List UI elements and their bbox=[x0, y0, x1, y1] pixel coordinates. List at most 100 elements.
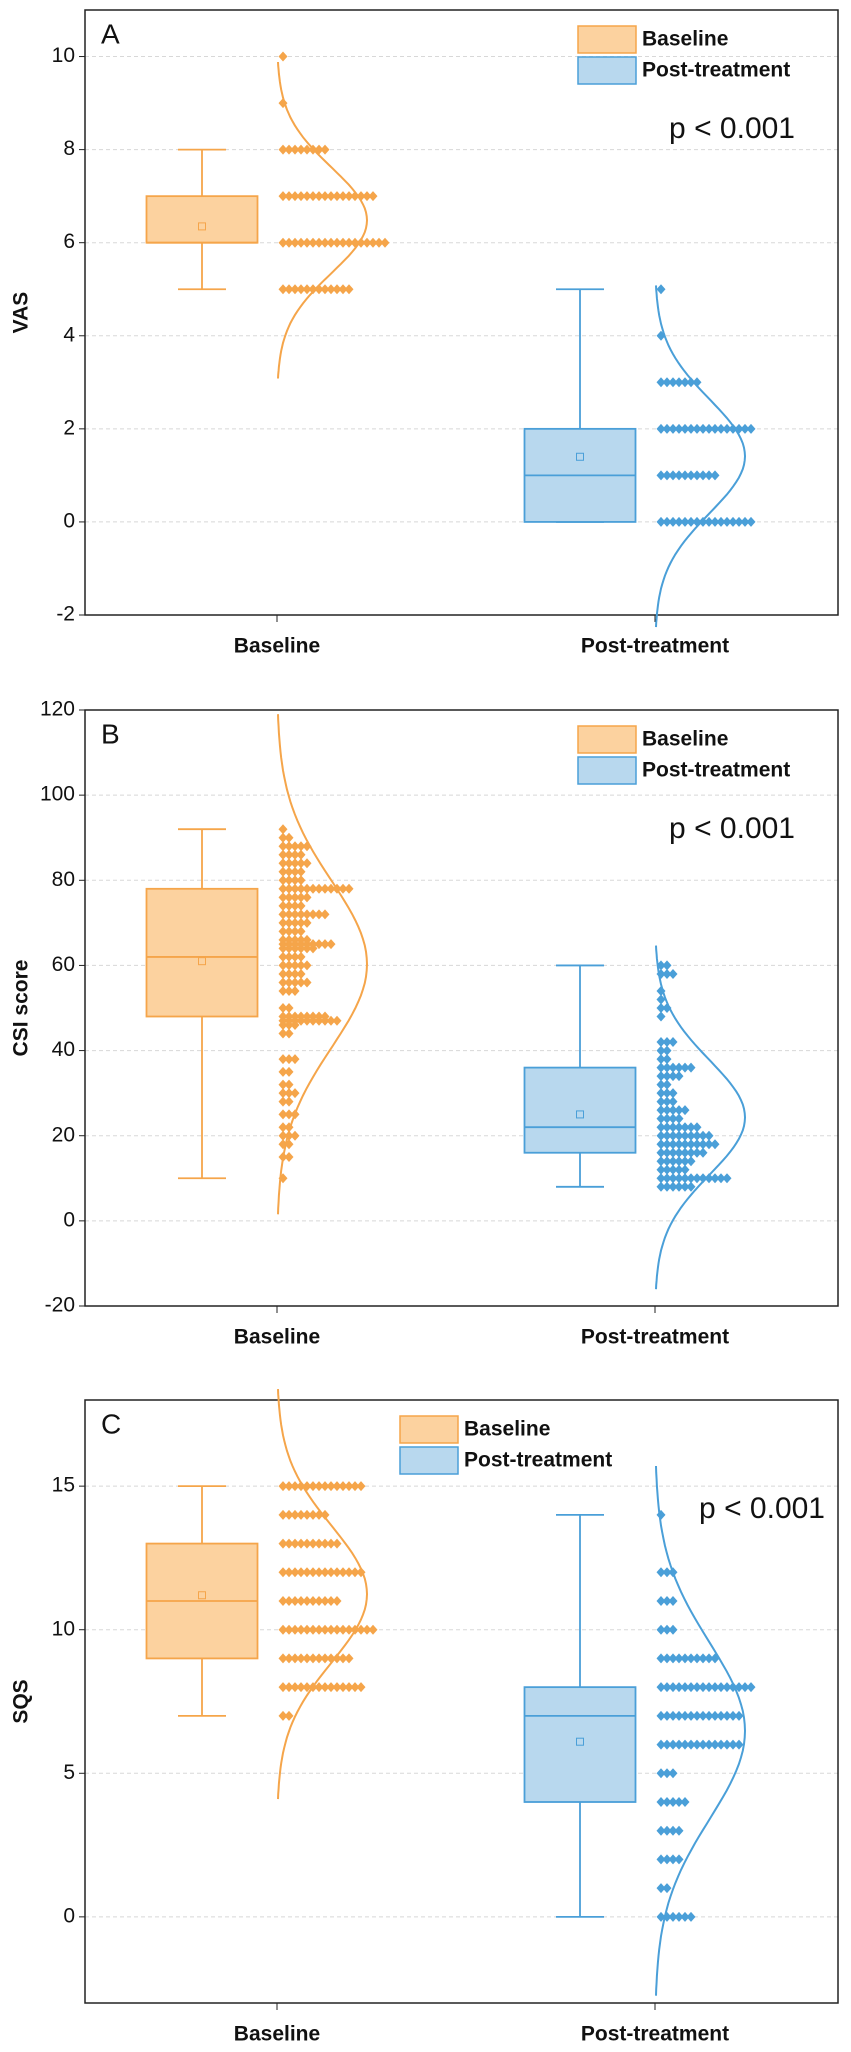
data-point bbox=[284, 909, 294, 920]
data-point bbox=[278, 968, 288, 979]
data-point bbox=[290, 191, 300, 202]
data-point bbox=[662, 1122, 672, 1133]
data-point bbox=[674, 1105, 684, 1116]
data-point bbox=[668, 1710, 678, 1721]
plot-frame bbox=[84, 1399, 839, 2004]
data-point bbox=[656, 1797, 666, 1807]
data-point bbox=[680, 1147, 690, 1158]
data-point bbox=[320, 1011, 330, 1022]
data-point bbox=[284, 284, 294, 295]
data-point bbox=[302, 977, 312, 988]
data-point bbox=[284, 900, 294, 911]
data-point bbox=[674, 470, 684, 481]
data-point bbox=[278, 284, 288, 295]
data-point bbox=[710, 423, 720, 434]
data-point bbox=[284, 977, 294, 988]
data-point bbox=[290, 985, 300, 996]
data-point bbox=[704, 1739, 714, 1750]
data-point bbox=[278, 1130, 288, 1141]
data-point bbox=[728, 1710, 738, 1721]
data-point bbox=[302, 858, 312, 869]
data-point bbox=[656, 1130, 666, 1141]
data-point bbox=[662, 1825, 672, 1836]
data-point bbox=[674, 1122, 684, 1133]
data-point bbox=[680, 1797, 690, 1807]
data-point bbox=[278, 917, 288, 928]
data-point bbox=[284, 892, 294, 903]
data-point bbox=[278, 1088, 288, 1099]
data-point bbox=[308, 883, 318, 894]
legend-swatch bbox=[399, 1415, 459, 1444]
data-point bbox=[338, 1682, 348, 1693]
data-point bbox=[686, 1173, 696, 1184]
data-point bbox=[296, 968, 306, 979]
x-tick-label: Baseline bbox=[234, 635, 320, 658]
data-point bbox=[680, 1682, 690, 1693]
data-point bbox=[278, 1109, 288, 1120]
box bbox=[523, 1686, 637, 1803]
data-point bbox=[290, 1509, 300, 1520]
density-curve bbox=[277, 61, 369, 379]
data-point bbox=[326, 883, 336, 894]
data-point bbox=[284, 926, 294, 937]
data-point bbox=[686, 516, 696, 527]
data-point bbox=[278, 866, 288, 877]
data-point bbox=[368, 191, 378, 202]
data-point bbox=[728, 516, 738, 527]
data-point bbox=[296, 892, 306, 903]
data-point bbox=[344, 1653, 354, 1664]
data-point bbox=[710, 1710, 720, 1721]
data-point bbox=[284, 1028, 294, 1039]
data-point bbox=[692, 1739, 702, 1750]
data-point bbox=[728, 1739, 738, 1750]
data-point bbox=[656, 1096, 666, 1107]
data-point bbox=[278, 1011, 288, 1022]
data-point bbox=[698, 1682, 708, 1693]
panel-label: B bbox=[101, 718, 120, 749]
data-point bbox=[674, 1173, 684, 1184]
data-point bbox=[278, 1596, 288, 1606]
data-point bbox=[698, 1173, 708, 1184]
data-point bbox=[296, 883, 306, 894]
y-tick-label: 0 bbox=[63, 1208, 75, 1231]
data-point bbox=[296, 926, 306, 937]
data-point bbox=[704, 1173, 714, 1184]
data-point bbox=[296, 900, 306, 911]
data-point bbox=[278, 858, 288, 869]
data-point bbox=[698, 516, 708, 527]
data-point bbox=[734, 1739, 744, 1750]
data-point bbox=[356, 237, 366, 248]
data-point bbox=[686, 1130, 696, 1141]
data-point bbox=[284, 985, 294, 996]
data-point bbox=[656, 284, 666, 295]
data-point bbox=[662, 1113, 672, 1124]
data-point bbox=[314, 1682, 324, 1693]
data-point bbox=[686, 1147, 696, 1158]
data-point bbox=[656, 1037, 666, 1048]
data-point bbox=[716, 1682, 726, 1693]
y-tick-label: 5 bbox=[63, 1761, 75, 1784]
data-point bbox=[320, 1596, 330, 1606]
data-point bbox=[290, 892, 300, 903]
data-point bbox=[284, 1624, 294, 1635]
data-point bbox=[374, 237, 384, 248]
data-point bbox=[302, 1596, 312, 1606]
data-point bbox=[692, 470, 702, 481]
data-point bbox=[686, 1122, 696, 1133]
data-point bbox=[680, 1164, 690, 1175]
data-point bbox=[284, 934, 294, 945]
data-point bbox=[668, 1797, 678, 1807]
data-point bbox=[668, 516, 678, 527]
data-point bbox=[320, 1682, 330, 1693]
density-curve bbox=[655, 1465, 747, 1996]
data-point bbox=[302, 237, 312, 248]
data-point bbox=[698, 1653, 708, 1664]
data-point bbox=[668, 1071, 678, 1082]
data-point bbox=[290, 1567, 300, 1578]
data-point bbox=[698, 1139, 708, 1150]
data-point bbox=[308, 1481, 318, 1492]
data-point bbox=[344, 1481, 354, 1492]
data-point bbox=[296, 1682, 306, 1693]
data-point bbox=[278, 900, 288, 911]
data-point bbox=[674, 1147, 684, 1158]
